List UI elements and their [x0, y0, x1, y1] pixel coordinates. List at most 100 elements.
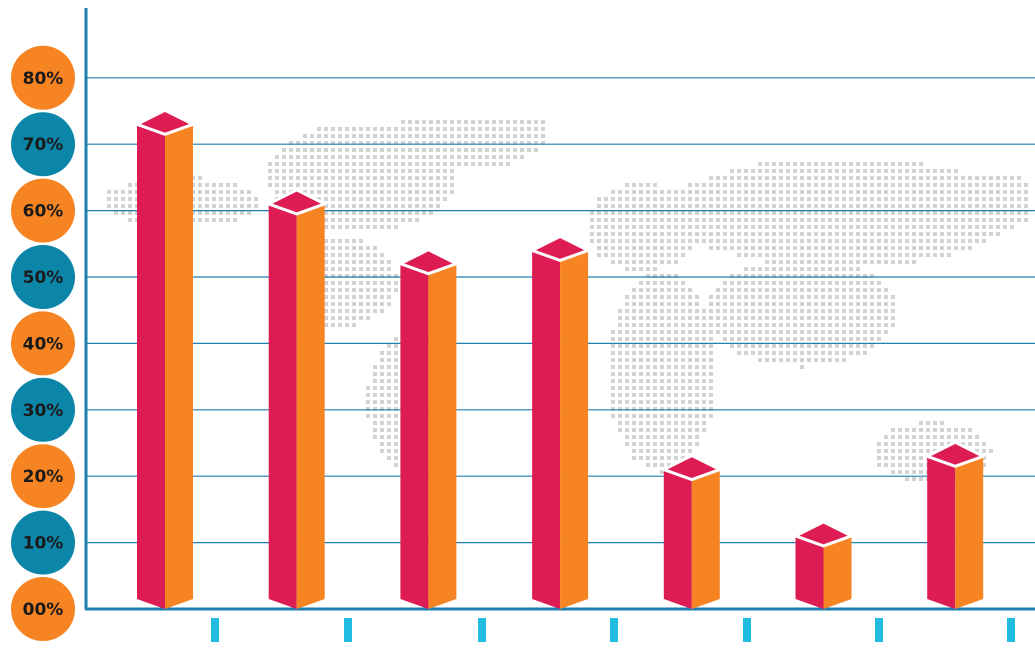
map-dot: [373, 428, 377, 432]
map-dot: [660, 393, 664, 397]
map-dot: [611, 400, 615, 404]
map-dot: [366, 414, 370, 418]
map-dot: [905, 260, 909, 264]
map-dot: [436, 120, 440, 124]
map-dot: [842, 169, 846, 173]
map-dot: [961, 442, 965, 446]
map-dot: [821, 288, 825, 292]
map-dot: [793, 190, 797, 194]
map-dot: [723, 316, 727, 320]
map-dot: [891, 463, 895, 467]
map-dot: [674, 295, 678, 299]
map-dot: [933, 197, 937, 201]
map-dot: [506, 148, 510, 152]
map-dot: [352, 211, 356, 215]
map-dot: [702, 407, 706, 411]
map-dot: [471, 127, 475, 131]
map-dot: [359, 274, 363, 278]
map-dot: [380, 407, 384, 411]
map-dot: [870, 197, 874, 201]
map-dot: [751, 295, 755, 299]
map-dot: [835, 176, 839, 180]
map-dot: [688, 449, 692, 453]
map-dot: [632, 344, 636, 348]
map-dot: [891, 211, 895, 215]
map-dot: [646, 302, 650, 306]
map-dot: [856, 211, 860, 215]
map-dot: [695, 309, 699, 313]
map-dot: [989, 190, 993, 194]
map-dot: [772, 162, 776, 166]
map-dot: [800, 365, 804, 369]
map-dot: [289, 162, 293, 166]
map-dot: [982, 204, 986, 208]
map-dot: [758, 281, 762, 285]
map-dot: [303, 169, 307, 173]
map-dot: [331, 302, 335, 306]
map-dot: [779, 316, 783, 320]
map-dot: [464, 155, 468, 159]
map-dot: [660, 470, 664, 474]
map-dot: [730, 232, 734, 236]
map-dot: [632, 323, 636, 327]
map-dot: [870, 246, 874, 250]
map-dot: [352, 225, 356, 229]
map-dot: [877, 253, 881, 257]
map-dot: [905, 204, 909, 208]
map-dot: [772, 218, 776, 222]
map-dot: [814, 330, 818, 334]
map-dot: [450, 120, 454, 124]
map-dot: [387, 204, 391, 208]
map-dot: [884, 309, 888, 313]
map-dot: [618, 253, 622, 257]
map-dot: [828, 295, 832, 299]
map-dot: [982, 239, 986, 243]
bar: [794, 520, 853, 609]
map-dot: [443, 169, 447, 173]
map-dot: [695, 204, 699, 208]
map-dot: [394, 225, 398, 229]
map-dot: [345, 295, 349, 299]
map-dot: [870, 281, 874, 285]
map-dot: [716, 302, 720, 306]
map-dot: [618, 197, 622, 201]
map-dot: [912, 225, 916, 229]
map-dot: [345, 260, 349, 264]
map-dot: [296, 176, 300, 180]
map-dot: [289, 183, 293, 187]
map-dot: [324, 288, 328, 292]
map-dot: [912, 211, 916, 215]
map-dot: [793, 197, 797, 201]
map-dot: [968, 246, 972, 250]
map-dot: [373, 295, 377, 299]
map-dot: [611, 344, 615, 348]
map-dot: [415, 176, 419, 180]
map-dot: [793, 337, 797, 341]
map-dot: [681, 246, 685, 250]
map-dot: [653, 197, 657, 201]
map-dot: [786, 274, 790, 278]
map-dot: [345, 218, 349, 222]
map-dot: [499, 120, 503, 124]
map-dot: [331, 197, 335, 201]
map-dot: [632, 365, 636, 369]
map-dot: [919, 176, 923, 180]
map-dot: [758, 197, 762, 201]
map-dot: [772, 302, 776, 306]
map-dot: [793, 169, 797, 173]
map-dot: [968, 232, 972, 236]
map-dot: [674, 393, 678, 397]
map-dot: [429, 127, 433, 131]
map-dot: [772, 288, 776, 292]
map-dot: [758, 162, 762, 166]
map-dot: [275, 162, 279, 166]
map-dot: [842, 190, 846, 194]
map-dot: [667, 302, 671, 306]
map-dot: [611, 358, 615, 362]
map-dot: [422, 211, 426, 215]
map-dot: [436, 190, 440, 194]
map-dot: [408, 211, 412, 215]
map-dot: [751, 169, 755, 173]
map-dot: [849, 197, 853, 201]
map-dot: [758, 204, 762, 208]
